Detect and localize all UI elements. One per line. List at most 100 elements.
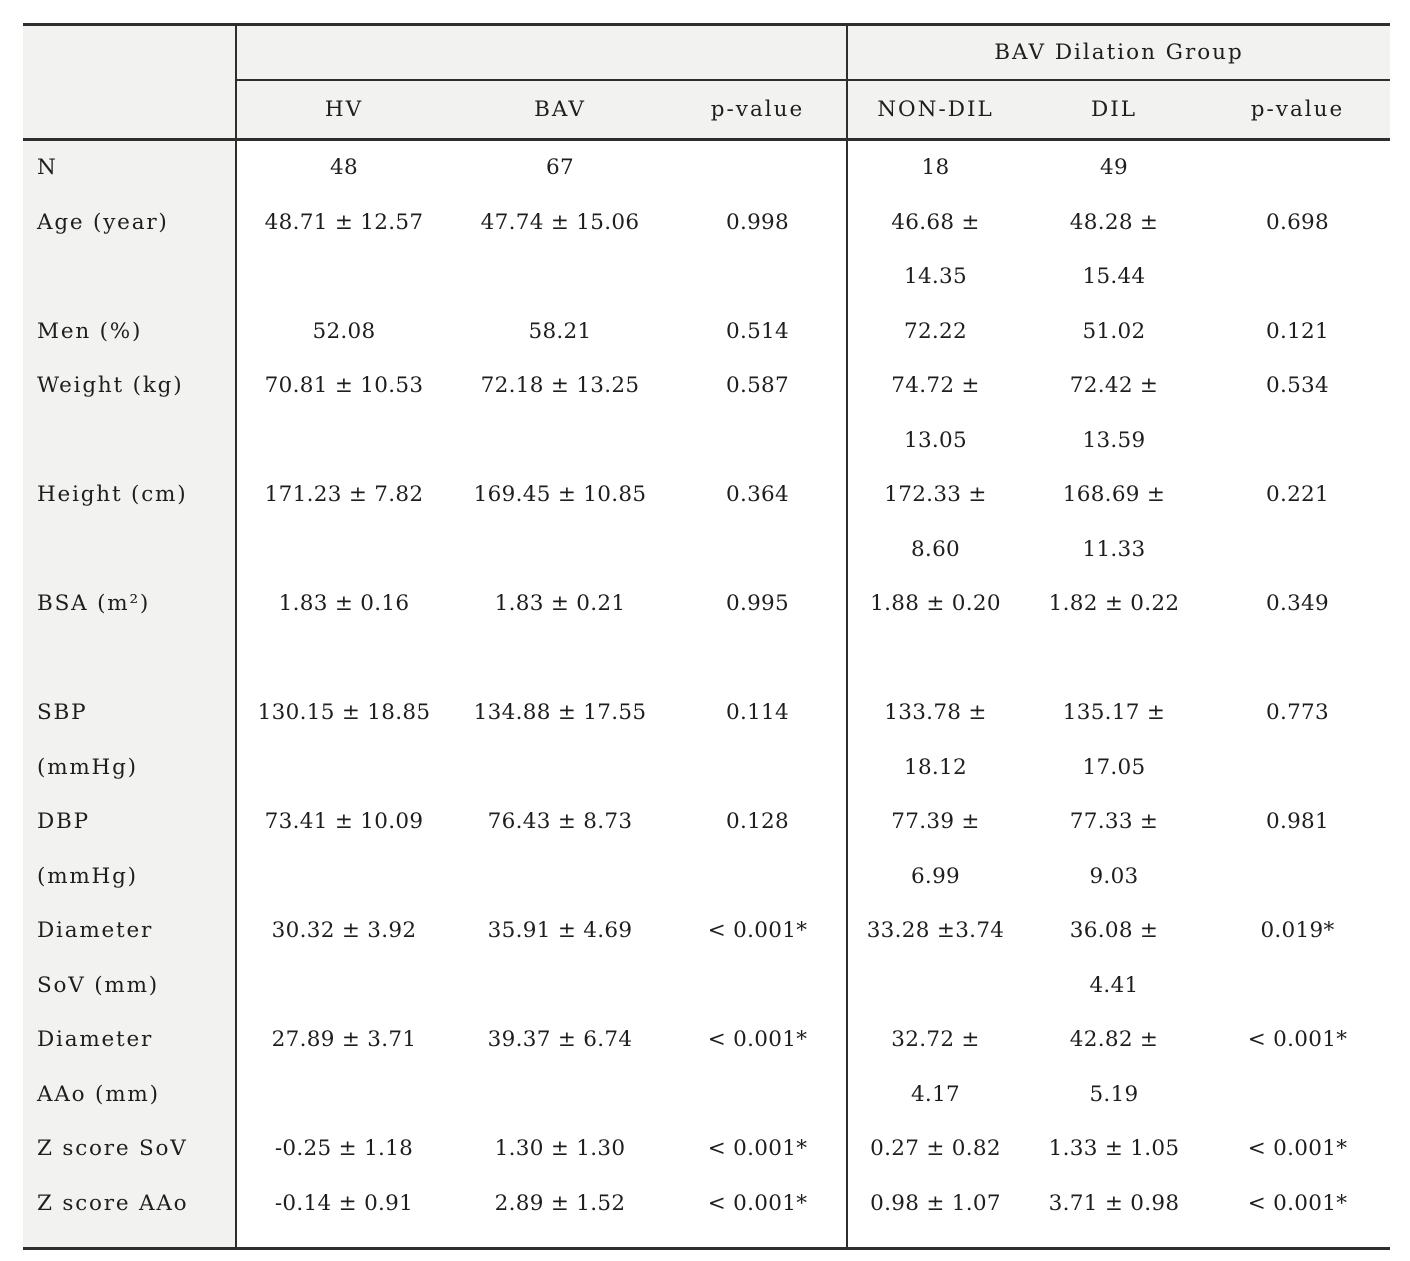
table-row: Diameter SoV (mm) 30.32 ± 3.92 35.91 ± 4.6… [23, 904, 1390, 1013]
table-row: Age (year) 48.71 ± 12.57 47.74 ± 15.06 0.99… [23, 195, 1390, 305]
value-cell: 72.22 [846, 304, 1023, 359]
value-cell: 30.32 ± 3.92 [235, 904, 451, 1013]
value-cell: 39.37 ± 6.74 [487, 1027, 633, 1052]
value-cell: 0.534 [1265, 373, 1330, 398]
table-row: Diameter AAo (mm) 27.89 ± 3.71 39.37 ± 6.7… [23, 1013, 1390, 1122]
spacer-cell [1205, 1231, 1390, 1247]
value-cell: 1.83 ± 0.16 [235, 577, 451, 686]
value-cell: 0.349 [1265, 591, 1330, 616]
table-row: Z score SoV -0.25 ± 1.18 1.30 ± 1.30 < 0.00… [23, 1122, 1390, 1177]
row-label-cell: Z score SoV [23, 1122, 235, 1177]
header-corner-cell [23, 26, 235, 138]
column-header-hv: HV [235, 81, 451, 138]
row-label-cell: Diameter SoV (mm) [23, 904, 235, 1013]
value-cell: 0.019* [1260, 918, 1335, 943]
value-cell: 169.45 ± 10.85 [473, 482, 647, 507]
value-cell: 0.27 ± 0.82 [846, 1122, 1023, 1177]
row-label-cell: Height (cm) [23, 468, 235, 577]
row-label-cell: Z score AAo [23, 1176, 235, 1231]
value-cell [1205, 141, 1390, 196]
spacer-cell [1023, 1231, 1205, 1247]
spacer-cell [846, 1231, 1023, 1247]
value-cell: 33.28 ±3.74 [846, 904, 1023, 1013]
value-cell: 32.72 ± 4.17 [846, 1013, 1023, 1122]
column-header-bav: BAV [534, 97, 586, 122]
value-cell: 0.121 [1265, 318, 1330, 344]
value-cell: 48.71 ± 12.57 [235, 195, 451, 305]
row-label-cell: Weight (kg) [23, 359, 235, 468]
column-header-dil: DIL [1090, 97, 1137, 122]
value-cell: 1.30 ± 1.30 [494, 1136, 626, 1161]
value-cell: 0.773 [1265, 700, 1330, 725]
value-cell: 58.21 [528, 318, 592, 344]
table-row: DBP (mmHg) 73.41 ± 10.09 76.43 ± 8.73 0.128… [23, 795, 1390, 904]
table-bottom-spacer [23, 1231, 1390, 1247]
header-left-span [235, 26, 846, 81]
value-cell: < 0.001* [707, 1190, 808, 1216]
header-group-span-label: BAV Dilation Group [846, 26, 1390, 81]
value-cell: 2.89 ± 1.52 [494, 1190, 626, 1216]
value-cell: < 0.001* [707, 1136, 808, 1161]
value-cell: 135.17 ± 17.05 [1062, 700, 1166, 780]
value-cell: 48.28 ± 15.44 [1069, 209, 1159, 290]
row-label-cell: Diameter AAo (mm) [23, 1013, 235, 1122]
table-row: Z score AAo -0.14 ± 0.91 2.89 ± 1.52 < 0.00… [23, 1176, 1390, 1231]
value-cell: 72.18 ± 13.25 [480, 373, 640, 398]
value-cell [669, 141, 846, 196]
spacer-cell [23, 1231, 235, 1247]
table-row: SBP (mmHg) 130.15 ± 18.85 134.88 ± 17.55 0.… [23, 686, 1390, 795]
value-cell: 134.88 ± 17.55 [473, 700, 647, 725]
table-row: Height (cm) 171.23 ± 7.82 169.45 ± 10.85 0.… [23, 468, 1390, 577]
value-cell: 36.08 ± 4.41 [1069, 918, 1159, 998]
value-cell: 0.98 ± 1.07 [846, 1176, 1023, 1231]
column-header-pvalue-right: p-value [1250, 97, 1345, 122]
value-cell: 1.88 ± 0.20 [846, 577, 1023, 686]
value-cell: < 0.001* [1247, 1136, 1348, 1161]
value-cell: 171.23 ± 7.82 [235, 468, 451, 577]
value-cell: -0.25 ± 1.18 [235, 1122, 451, 1177]
value-cell: 35.91 ± 4.69 [487, 918, 633, 943]
value-cell: 46.68 ± 14.35 [846, 195, 1023, 305]
value-cell: 49 [1100, 155, 1128, 180]
value-cell: 76.43 ± 8.73 [487, 809, 633, 834]
column-header-nondil: NON-DIL [846, 81, 1023, 138]
value-cell: 42.82 ± 5.19 [1069, 1027, 1159, 1107]
value-cell: 133.78 ± 18.12 [846, 686, 1023, 795]
spacer-cell [451, 1231, 669, 1247]
value-cell: 73.41 ± 10.09 [235, 795, 451, 904]
value-cell: 1.33 ± 1.05 [1048, 1136, 1180, 1161]
row-label-cell: Men (%) [23, 304, 235, 359]
value-cell: 70.81 ± 10.53 [235, 359, 451, 468]
value-cell: 1.83 ± 0.21 [494, 591, 626, 616]
value-cell: 0.364 [725, 482, 790, 507]
table-row: Weight (kg) 70.81 ± 10.53 72.18 ± 13.25 0.5… [23, 359, 1390, 468]
row-label-cell: BSA (m²) [23, 577, 235, 686]
value-cell: 0.698 [1265, 209, 1330, 235]
value-cell: 3.71 ± 0.98 [1048, 1190, 1180, 1216]
value-cell: 0.128 [725, 809, 790, 834]
spacer-cell [669, 1231, 846, 1247]
table-header: BAV Dilation Group HV BAV p-value NON-DI… [23, 26, 1390, 141]
value-cell: 0.995 [725, 591, 790, 616]
value-cell: 0.514 [725, 318, 790, 344]
value-cell: < 0.001* [1247, 1190, 1348, 1216]
value-cell: 72.42 ± 13.59 [1069, 373, 1159, 453]
value-cell: 77.33 ± 9.03 [1069, 809, 1159, 889]
value-cell: 27.89 ± 3.71 [235, 1013, 451, 1122]
value-cell: < 0.001* [707, 1027, 808, 1052]
table-row: BSA (m²) 1.83 ± 0.16 1.83 ± 0.21 0.995 1.88 … [23, 577, 1390, 686]
column-header-pvalue-left: p-value [710, 97, 805, 122]
value-cell: 18 [846, 141, 1023, 196]
value-cell: 77.39 ± 6.99 [846, 795, 1023, 904]
value-cell: 168.69 ± 11.33 [1062, 482, 1166, 562]
value-cell: 130.15 ± 18.85 [235, 686, 451, 795]
value-cell: 0.587 [725, 373, 790, 398]
value-cell: 52.08 [235, 304, 451, 359]
value-cell: 67 [546, 155, 574, 180]
value-cell: 0.998 [725, 209, 790, 235]
value-cell: 0.981 [1265, 809, 1330, 834]
row-label-cell: N [23, 141, 235, 196]
value-cell: 74.72 ± 13.05 [846, 359, 1023, 468]
table-row: N 48 67 18 49 [23, 141, 1390, 196]
